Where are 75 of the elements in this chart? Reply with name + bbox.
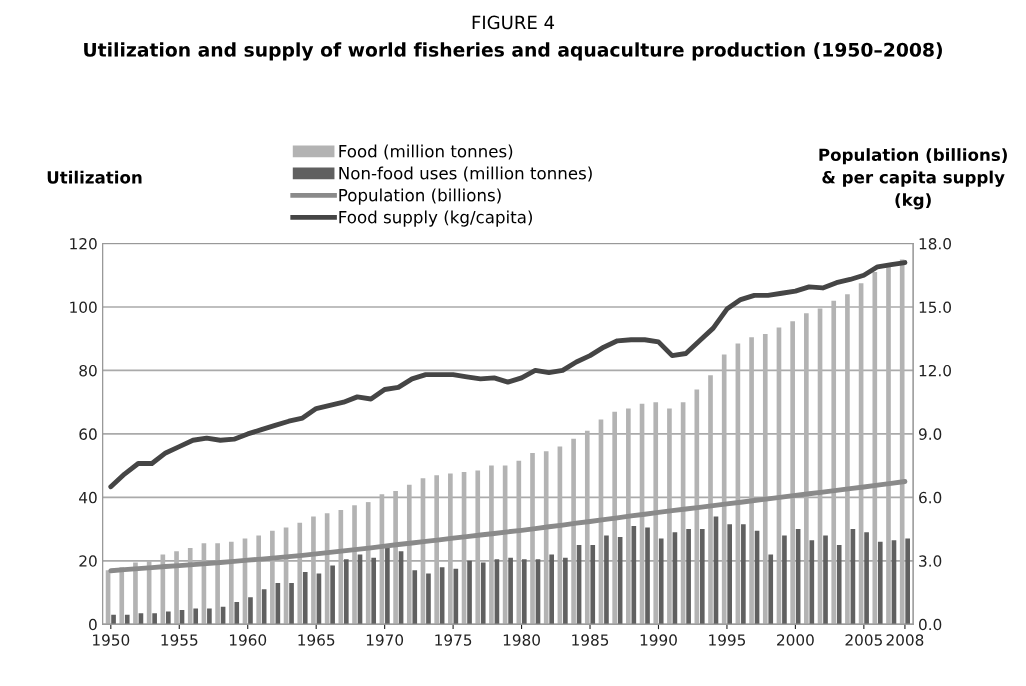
- bar: [193, 608, 199, 625]
- bar: [302, 571, 308, 625]
- y-tick-label: 20: [79, 555, 97, 567]
- bar: [905, 538, 910, 625]
- chart-title: FIGURE 4: [472, 15, 555, 30]
- bar: [124, 614, 130, 625]
- legend-label: Food (million tonnes): [339, 144, 513, 160]
- bar: [371, 557, 377, 625]
- y-tick-label: 120: [70, 238, 97, 250]
- bar: [480, 562, 486, 625]
- bar: [426, 573, 431, 625]
- bar: [727, 524, 732, 625]
- y-axis-title: Utilization: [47, 170, 142, 184]
- bar: [809, 540, 815, 625]
- x-tick-label: 1955: [161, 634, 198, 646]
- x-tick-label: 1950: [93, 634, 130, 646]
- line-series: [108, 260, 908, 490]
- y-tick-label: 60: [79, 428, 97, 440]
- x-tick-label: 1985: [572, 634, 609, 646]
- legend-label: Food supply (kg/capita): [339, 210, 532, 227]
- bar: [768, 554, 774, 625]
- x-tick-label: 2000: [777, 634, 814, 646]
- bar: [782, 535, 787, 625]
- bar: [549, 554, 555, 625]
- bar: [563, 557, 568, 625]
- bar: [877, 541, 883, 625]
- x-tick-label: 1975: [435, 634, 472, 646]
- y2-tick-label: 6.0: [919, 491, 942, 504]
- bar: [604, 535, 609, 625]
- bar: [385, 546, 390, 625]
- y2-tick-label: 3.0: [919, 555, 942, 567]
- x-tick-label: 1980: [503, 634, 540, 646]
- x-tick-label: 1960: [229, 634, 267, 646]
- bar: [645, 527, 650, 625]
- bar: [207, 608, 212, 625]
- bar: [165, 611, 171, 625]
- y-tick-label: 0: [89, 618, 97, 631]
- bar: [467, 560, 472, 625]
- bar: [699, 529, 705, 625]
- x-tick-label: 1965: [298, 634, 335, 646]
- legend-label: Non-food uses (million tonnes): [339, 166, 592, 182]
- x-tick-label: 2008: [886, 634, 924, 646]
- bar: [330, 565, 335, 625]
- bar: [864, 532, 869, 625]
- bar: [823, 535, 828, 625]
- y2-tick-label: 9.0: [918, 428, 942, 440]
- bar: [289, 583, 294, 625]
- bar: [234, 602, 240, 625]
- x-tick-label: 1995: [709, 634, 746, 646]
- y2-tick-label: 18.0: [919, 238, 951, 250]
- x-tick-label: 1990: [640, 634, 677, 646]
- bar: [343, 559, 349, 625]
- y-tick-label: 100: [70, 301, 97, 314]
- bar: [111, 614, 116, 625]
- legend-label: Population (billions): [339, 188, 501, 205]
- bar: [152, 613, 157, 625]
- chart-subtitle: Utilization and supply of world fisheries and aquaculture production (1950–2008): [84, 42, 942, 61]
- x-tick-label: 2005: [845, 634, 882, 646]
- bar: [248, 597, 253, 625]
- bar: [741, 524, 746, 625]
- y2-tick-label: 12.0: [919, 364, 951, 377]
- line-series: [108, 479, 908, 574]
- bar: [686, 529, 691, 625]
- bar: [590, 544, 596, 625]
- y2-tick-label: 15.0: [919, 301, 951, 314]
- bar: [521, 559, 527, 625]
- bar: [658, 538, 664, 625]
- bar: [508, 557, 513, 625]
- bar: [836, 544, 842, 625]
- y-tick-label: 40: [79, 491, 97, 504]
- y-tick-label: 80: [79, 364, 97, 377]
- y2-axis-title: Population (billions) & per capita supply (kg): [819, 148, 1007, 210]
- y2-tick-label: 0.0: [919, 618, 942, 631]
- bar: [412, 570, 418, 625]
- x-tick-label: 1970: [366, 634, 404, 646]
